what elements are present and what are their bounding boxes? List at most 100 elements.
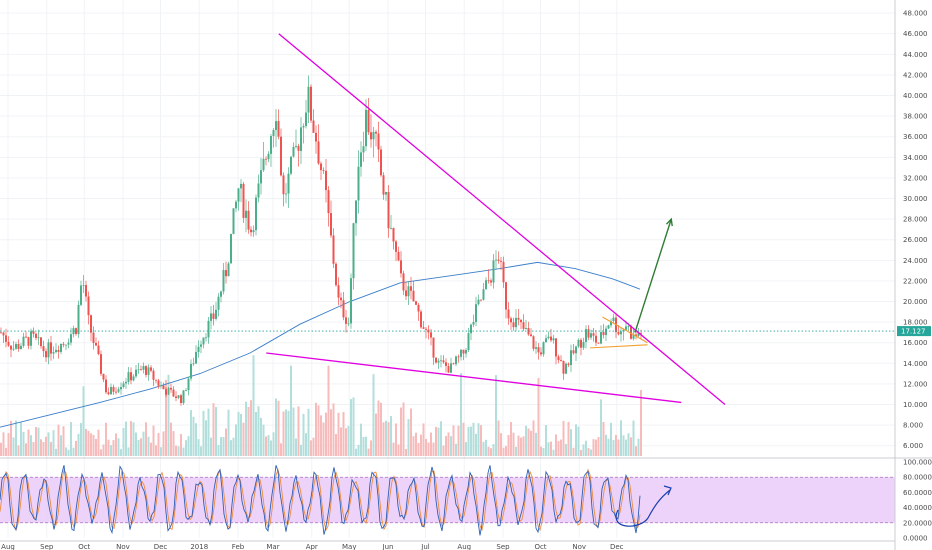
- volume-bar: [237, 411, 240, 456]
- volume-bar: [315, 402, 317, 456]
- time-tick-label: Mar: [266, 543, 279, 550]
- volume-bar: [435, 426, 437, 456]
- volume-bar: [40, 439, 42, 456]
- volume-bar: [597, 437, 600, 456]
- volume-bar: [132, 422, 135, 456]
- candle-body: [590, 333, 592, 338]
- candle-body: [165, 389, 167, 395]
- candle-body: [295, 145, 297, 147]
- volume-bar: [295, 438, 297, 456]
- volume-bar: [272, 432, 275, 456]
- volume-bar: [522, 436, 525, 456]
- candle-body: [607, 325, 610, 329]
- candle-body: [440, 360, 442, 362]
- candle-body: [150, 367, 152, 371]
- candle-body: [542, 342, 545, 355]
- candle-body: [505, 282, 507, 310]
- candle-body: [80, 285, 82, 305]
- volume-bar: [310, 440, 312, 456]
- candle-body: [417, 304, 420, 312]
- volume-bar: [192, 416, 195, 456]
- candle-body: [212, 313, 215, 319]
- scribble-curve: [615, 489, 671, 527]
- time-tick-label: Sep: [40, 543, 54, 550]
- candle-body: [155, 379, 157, 381]
- candle-body: [442, 360, 445, 363]
- candle-body: [422, 327, 425, 329]
- candle-body: [185, 390, 187, 391]
- volume-bar: [282, 411, 285, 456]
- candle-body: [347, 323, 350, 325]
- volume-bar: [462, 422, 465, 456]
- volume-bar: [147, 436, 150, 456]
- candle-body: [407, 286, 410, 297]
- candle-body: [250, 229, 252, 233]
- volume-bar: [107, 439, 110, 456]
- volume-bar: [97, 429, 100, 456]
- time-tick-label: Dec: [154, 543, 168, 550]
- candle-body: [630, 325, 632, 339]
- stochastic-k-line: [0, 465, 641, 536]
- price-tick-label: 24.000: [903, 257, 928, 265]
- volume-bar: [180, 434, 182, 456]
- volume-bar: [322, 422, 325, 456]
- volume-bar: [637, 438, 640, 456]
- candle-body: [545, 338, 547, 343]
- last-price-tag-text: 17.127: [901, 328, 926, 336]
- volume-bar: [57, 424, 60, 456]
- candle-body: [337, 285, 340, 298]
- volume-bar: [542, 448, 545, 456]
- candle-body: [222, 270, 225, 292]
- volume-bar: [560, 439, 562, 456]
- candle-body: [20, 345, 22, 350]
- candle-body: [7, 341, 10, 346]
- candle-body: [415, 301, 417, 305]
- volume-bar: [505, 446, 507, 456]
- candle-body: [182, 390, 185, 404]
- candle-body: [492, 260, 495, 283]
- price-tick-label: 22.000: [903, 277, 928, 285]
- candle-body: [377, 133, 380, 150]
- volume-bar: [267, 435, 270, 456]
- volume-bar: [82, 386, 85, 456]
- candle-body: [592, 333, 595, 336]
- candle-body: [515, 317, 517, 328]
- candle-body: [120, 387, 122, 390]
- volume-bar: [0, 442, 2, 456]
- candle-body: [177, 395, 180, 398]
- volume-bar: [157, 432, 160, 456]
- volume-bar: [405, 449, 407, 456]
- volume-bar: [20, 422, 22, 456]
- volume-bar: [580, 449, 582, 456]
- candle-body: [280, 136, 282, 176]
- candle-body: [242, 183, 245, 218]
- candle-body: [107, 392, 110, 395]
- candle-body: [502, 261, 505, 283]
- volume-bar: [337, 412, 340, 456]
- candle-body: [287, 173, 290, 194]
- volume-bar: [50, 442, 52, 456]
- volume-bar: [352, 397, 355, 456]
- volume-bar: [307, 408, 310, 456]
- volume-bar: [292, 407, 295, 456]
- candle-body: [267, 153, 270, 160]
- volume-bar: [195, 423, 197, 456]
- volume-bar: [620, 420, 622, 456]
- candle-body: [142, 366, 145, 370]
- candle-body: [12, 348, 15, 350]
- volume-bar: [177, 446, 180, 456]
- time-tick-label: Feb: [232, 543, 245, 550]
- pennant-line: [602, 316, 648, 344]
- candle-body: [180, 395, 182, 404]
- volume-bar: [392, 442, 395, 456]
- oscillator-tick-label: 100.0000: [903, 459, 932, 467]
- volume-bar: [445, 436, 447, 456]
- volume-bar: [230, 440, 232, 456]
- volume-bar: [610, 422, 612, 456]
- candle-body: [462, 349, 465, 354]
- candle-body: [420, 311, 422, 328]
- volume-bar: [290, 365, 292, 456]
- candle-body: [70, 334, 72, 343]
- candle-body: [302, 126, 305, 128]
